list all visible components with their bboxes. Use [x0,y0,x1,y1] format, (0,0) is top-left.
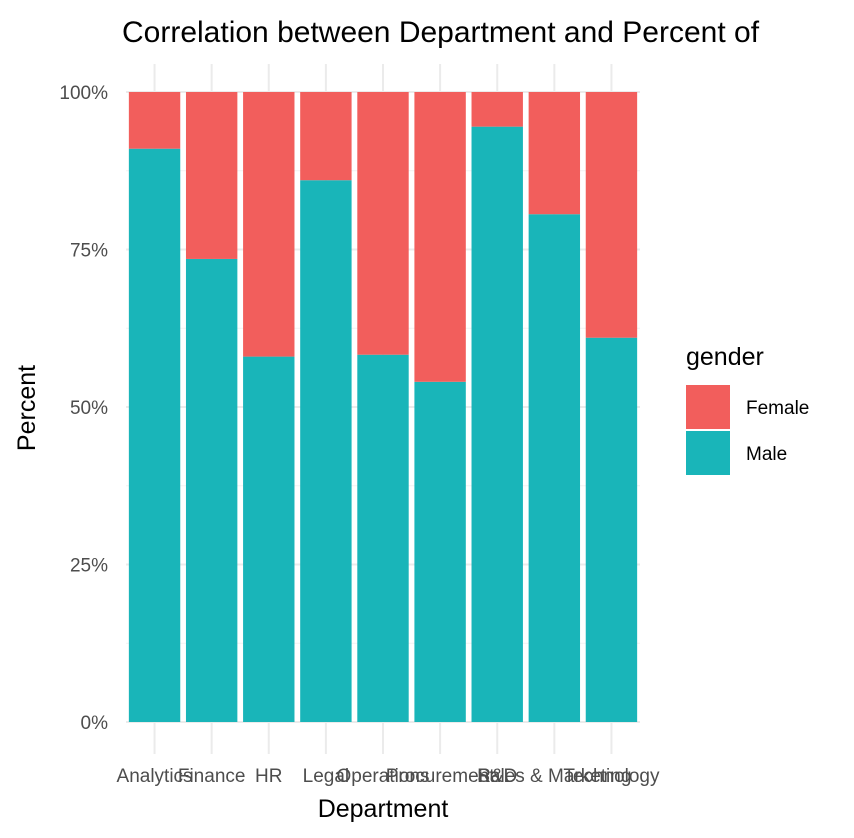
bar-male-sales-marketing [528,214,581,722]
bar-male-procurement [414,381,466,722]
bar-male-finance [185,258,238,722]
y-tick-label: 0% [81,713,109,734]
bar-female-operations [357,92,409,355]
bar-female-analytics [128,92,181,149]
bar-female-procurement [414,92,466,382]
bars [128,92,638,722]
chart-title: Correlation between Department and Perce… [122,16,760,49]
y-tick-label: 100% [59,83,108,104]
y-axis: 0% 25% 50% 75% 100% [59,83,108,734]
y-tick-label: 50% [70,398,108,419]
bar-female-technology [585,92,638,338]
legend-key-male [686,431,730,475]
y-axis-title: Percent [13,365,41,451]
x-tick-label: R&D [477,766,517,787]
x-axis-title: Department [318,795,449,823]
y-tick-label: 75% [70,241,108,262]
legend-title: gender [686,343,764,371]
x-tick-label: Legal [303,766,350,787]
bar-male-legal [300,180,352,722]
x-tick-label: Sales & Marketing [477,766,631,787]
bar-male-analytics [128,148,181,722]
bar-female-hr [243,92,295,357]
legend-label-female: Female [746,398,809,419]
bar-male-technology [585,337,638,722]
x-tick-label: Analytics [117,766,193,787]
legend-label-male: Male [746,444,787,465]
legend-key-female [686,385,730,429]
bar-male-r-d [471,126,523,722]
x-tick-label: Technology [563,766,660,787]
bar-male-operations [357,354,409,722]
bar-female-sales-marketing [528,92,581,215]
bar-female-finance [185,92,238,259]
x-tick-label: Operations [337,766,430,787]
bar-female-legal [300,92,352,181]
y-tick-label: 25% [70,556,108,577]
bar-female-r-d [471,92,523,127]
x-tick-label: Finance [178,766,246,787]
bar-male-hr [243,356,295,722]
x-tick-label: HR [255,766,282,787]
x-tick-label: Procurement [386,766,495,787]
legend: gender Female Male [686,343,809,475]
